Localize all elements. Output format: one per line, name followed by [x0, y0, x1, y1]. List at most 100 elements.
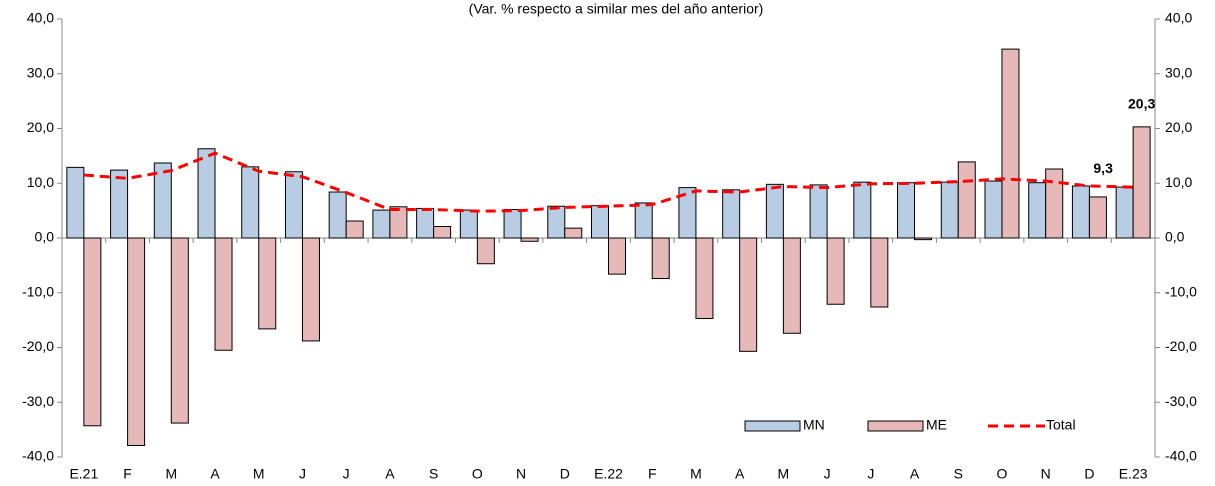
bar — [258, 237, 277, 330]
x-tick-label: E.22 — [594, 466, 623, 482]
line — [83, 151, 1134, 213]
legend-swatch — [867, 420, 924, 432]
bar — [1071, 185, 1090, 239]
bar — [853, 181, 872, 239]
y2-tick-label: 0,0 — [1165, 229, 1185, 245]
bar — [809, 184, 828, 239]
x-tick-label: M — [690, 466, 702, 482]
bar — [870, 237, 889, 308]
bar — [433, 226, 452, 239]
x-tick-label: J — [299, 466, 306, 482]
bar — [940, 181, 959, 239]
bar — [476, 237, 495, 265]
x-tick-label: O — [472, 466, 483, 482]
bar — [110, 169, 129, 239]
x-tick-label: E.23 — [1119, 466, 1148, 482]
bar — [1001, 48, 1020, 239]
bar — [372, 209, 391, 239]
bar — [547, 205, 566, 239]
y-tick-label: 30,0 — [27, 64, 54, 80]
bar — [328, 191, 347, 239]
y-tick-label: 0,0 — [35, 229, 55, 245]
bar — [722, 189, 741, 239]
y2-tick-label: -20,0 — [1165, 338, 1197, 354]
bar — [984, 180, 1003, 239]
x-tick-label: M — [253, 466, 265, 482]
x-tick-label: J — [824, 466, 831, 482]
bar — [66, 166, 85, 239]
bar — [782, 237, 801, 334]
bar — [170, 237, 189, 424]
bar — [284, 171, 303, 239]
bar — [416, 207, 435, 239]
data-label: 9,3 — [1093, 160, 1113, 176]
bar — [520, 237, 539, 242]
y-tick-label: -30,0 — [22, 393, 54, 409]
chart-subtitle: (Var. % respecto a similar mes del año a… — [469, 1, 764, 17]
bar — [389, 206, 408, 239]
x-tick-label: A — [385, 466, 395, 482]
x-tick-label: M — [165, 466, 177, 482]
bar — [651, 237, 670, 280]
bar — [914, 237, 933, 241]
x-tick-label: A — [910, 466, 920, 482]
x-tick-label: J — [343, 466, 350, 482]
x-tick-label: F — [648, 466, 657, 482]
legend-label: Total — [1046, 417, 1076, 433]
y2-tick-label: 30,0 — [1165, 64, 1192, 80]
y2-tick-label: -10,0 — [1165, 283, 1197, 299]
x-tick-label: A — [735, 466, 745, 482]
y-tick-label: 10,0 — [27, 174, 54, 190]
x-tick-label: A — [210, 466, 220, 482]
bar — [826, 237, 845, 305]
y-tick-label: -20,0 — [22, 338, 54, 354]
bar — [241, 166, 260, 239]
x-tick-label: F — [123, 466, 132, 482]
x-tick-label: N — [516, 466, 526, 482]
bar — [591, 205, 609, 239]
y2-tick-label: -40,0 — [1165, 448, 1197, 464]
bar — [897, 182, 916, 239]
bar — [634, 202, 653, 239]
bar — [695, 237, 714, 319]
bar — [1115, 186, 1134, 239]
x-tick-label: M — [778, 466, 790, 482]
bar — [765, 183, 784, 239]
y2-tick-label: 10,0 — [1165, 174, 1192, 190]
x-tick-label: O — [997, 466, 1008, 482]
bar — [1028, 182, 1047, 239]
y-tick-label: 20,0 — [27, 119, 54, 135]
bar — [301, 237, 320, 342]
bar — [678, 187, 697, 239]
legend-swatch — [744, 420, 801, 432]
legend-label: MN — [803, 417, 825, 433]
x-tick-label: D — [560, 466, 570, 482]
y-tick-label: -40,0 — [22, 448, 54, 464]
x-tick-label: S — [954, 466, 963, 482]
x-tick-label: D — [1084, 466, 1094, 482]
legend-label: ME — [926, 417, 947, 433]
bar — [214, 237, 233, 351]
bar — [345, 220, 364, 239]
bar — [1132, 126, 1151, 239]
bar — [739, 237, 758, 352]
data-label: 20,3 — [1128, 96, 1155, 112]
y2-tick-label: 40,0 — [1165, 10, 1192, 26]
bar — [459, 209, 478, 239]
y-tick-label: 40,0 — [27, 10, 54, 26]
bar — [1045, 168, 1064, 239]
y-tick-label: -10,0 — [22, 283, 54, 299]
bar — [127, 237, 146, 447]
x-tick-label: E.21 — [69, 466, 98, 482]
bar — [153, 162, 172, 239]
x-tick-label: N — [1041, 466, 1051, 482]
bar — [197, 148, 216, 239]
x-tick-label: S — [429, 466, 438, 482]
bar — [957, 161, 976, 239]
bar — [608, 237, 626, 275]
bar — [1088, 196, 1107, 239]
y2-tick-label: -30,0 — [1165, 393, 1197, 409]
x-tick-label: J — [867, 466, 874, 482]
bar — [83, 237, 102, 427]
